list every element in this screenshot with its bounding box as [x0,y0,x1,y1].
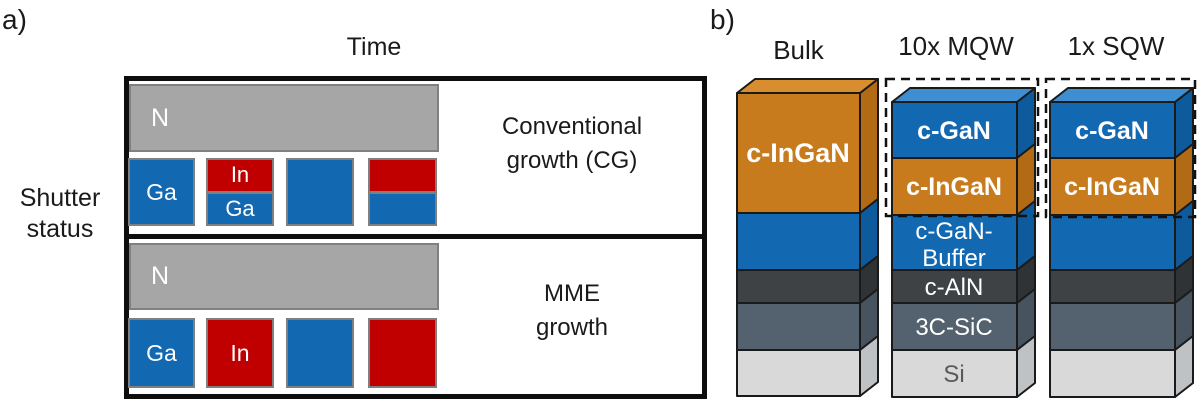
mqw-aln-layer [891,269,1018,304]
mqw-qw-dashed-box [884,77,1040,218]
mme-pulse-in-2 [368,318,437,388]
bulk-stack: c-InGaN [736,78,879,397]
sqw-c-gan-label: c-GaN [1075,117,1149,145]
bulk-buffer-layer [736,212,861,271]
mme-pulse-ga-1: Ga [128,318,195,388]
mqw-c-ingan-layer [891,157,1018,216]
bulk-c-ingan-side [859,78,879,214]
bulk-top-face [736,78,879,94]
mme-nitrogen-bar: N [129,243,439,310]
mme-nitrogen-label: N [151,262,170,290]
bulk-aln-layer [736,269,861,304]
mqw-aln-label: c-AlN [925,274,984,301]
sqw-buffer-layer [1049,214,1176,271]
sqw-sic-layer [1049,302,1176,351]
cg-pulse-in-label: In [230,162,250,188]
bulk-sic-layer [736,302,861,351]
sqw-stack: c-GaN c-InGaN [1044,77,1197,398]
mqw-buffer-label-line2: Buffer [922,245,986,272]
sqw-aln-layer [1049,269,1176,304]
cg-pulse-ga-1-label: Ga [146,178,177,205]
cg-nitrogen-label: N [151,103,170,132]
cg-pulse-ga-half-2 [370,193,435,224]
bulk-stack-title: Bulk [773,35,824,65]
sqw-qw-dashed-box [1044,77,1197,219]
mme-pulse-ga-2 [286,318,354,388]
cg-pulse-in-half-2 [370,160,435,191]
cg-row-label: Conventional growth (CG) [501,113,643,174]
panel-b-label: b) [710,4,735,35]
cg-pulse-ga-half: Ga [208,193,272,224]
mme-pulse-in-1-label: In [230,339,250,366]
mme-pulse-in-1: In [206,318,274,388]
mqw-stack-title: 10x MQW [898,31,1014,61]
mme-pulse-ga-1-label: Ga [146,339,177,366]
mme-row-label: MME growth [535,280,609,341]
mqw-si-layer [891,349,1018,398]
mqw-buffer-label-line1: c-GaN- [915,218,992,245]
mqw-stack: c-GaN c-InGaN c-GaN- Buffer c-AlN 3C-SiC… [884,77,1040,398]
sqw-si-layer [1049,349,1176,398]
mqw-top-face [891,87,1036,103]
bulk-si-layer [736,349,861,397]
sqw-c-gan-layer [1049,101,1176,159]
cg-nitrogen-bar: N [129,84,439,152]
sqw-c-ingan-label: c-InGaN [1064,173,1160,201]
mqw-sic-label: 3C-SiC [915,314,992,341]
cg-pulse-ga-1: Ga [128,158,195,226]
cg-pulse-ga-half-label: Ga [225,195,255,221]
cg-pulse-in-ga-1: In Ga [206,158,274,226]
cg-pulse-ga-2 [286,158,354,226]
time-axis-label: Time [346,33,402,61]
cg-pulse-in-half: In [208,160,272,191]
mqw-sic-layer [891,302,1018,351]
mqw-c-ingan-label: c-InGaN [906,173,1002,201]
bulk-c-ingan-label: c-InGaN [746,138,850,168]
row-divider [124,234,707,239]
sqw-stack-title: 1x SQW [1067,31,1165,61]
panel-a-label: a) [2,4,27,35]
sqw-top-face [1049,87,1194,103]
shutter-status-label: Shutter status [19,184,101,244]
cg-pulse-in-ga-2 [368,158,437,226]
mqw-si-label: Si [943,361,964,388]
mqw-c-gan-label: c-GaN [917,117,991,145]
